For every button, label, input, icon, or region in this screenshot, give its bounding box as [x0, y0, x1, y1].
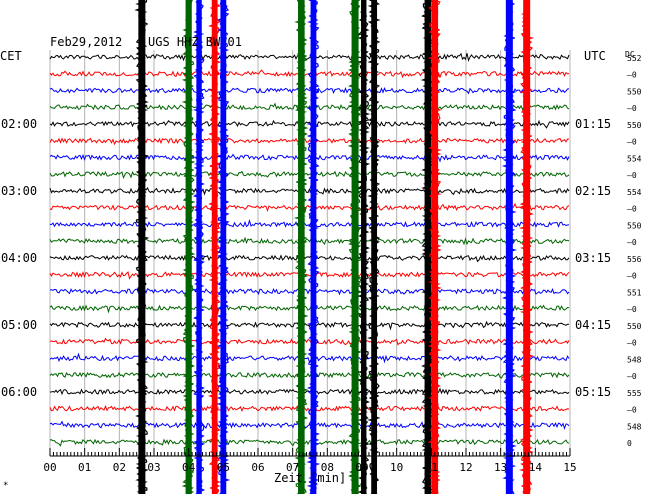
dc-offset-label: –0 [627, 71, 637, 80]
left-timezone-label: CET [0, 49, 22, 63]
dc-offset-label: –0 [627, 339, 637, 348]
dc-offset-label: 0 [627, 439, 632, 448]
x-tick-label: 02 [113, 461, 126, 474]
left-time-label: 06:00 [1, 385, 37, 399]
dc-offset-label: –0 [627, 104, 637, 113]
dc-offset-label: –0 [627, 272, 637, 281]
right-time-label: 02:15 [575, 184, 611, 198]
x-tick-label: 03 [147, 461, 160, 474]
dc-offset-label: –0 [627, 305, 637, 314]
x-tick-label: 14 [529, 461, 543, 474]
x-tick-label: 13 [494, 461, 507, 474]
x-tick-label: 01 [78, 461, 91, 474]
x-tick-label: 10 [390, 461, 403, 474]
left-time-label: 02:00 [1, 117, 37, 131]
right-time-label: 05:15 [575, 385, 611, 399]
x-tick-label: 06 [251, 461, 264, 474]
corner-mark: * [3, 481, 8, 491]
dc-offset-label: 554 [627, 188, 642, 197]
x-tick-label: 12 [459, 461, 472, 474]
dc-offset-label: –0 [627, 205, 637, 214]
dc-offset-label: –0 [627, 238, 637, 247]
header-date: Feb29,2012 [50, 35, 122, 49]
right-time-label: 01:15 [575, 117, 611, 131]
dc-offset-label: –0 [627, 372, 637, 381]
x-tick-label: 05 [217, 461, 230, 474]
left-time-label: 03:00 [1, 184, 37, 198]
dc-offset-label: 550 [627, 221, 642, 230]
dc-offset-label: 555 [627, 389, 642, 398]
dc-offset-label: 550 [627, 121, 642, 130]
dc-offset-label: –0 [627, 138, 637, 147]
x-tick-label: 09 [355, 461, 368, 474]
x-tick-label: 11 [425, 461, 438, 474]
dc-offset-label: 554 [627, 154, 642, 163]
dc-offset-label: 551 [627, 288, 642, 297]
header-station: UGS HHZ BW 01 [148, 35, 242, 49]
x-tick-label: 15 [563, 461, 576, 474]
dc-offset-label: 556 [627, 255, 642, 264]
dc-offset-label: 550 [627, 87, 642, 96]
x-tick-label: 04 [182, 461, 196, 474]
right-timezone-label: UTC [584, 49, 606, 63]
dc-offset-label: 550 [627, 322, 642, 331]
left-time-label: 04:00 [1, 251, 37, 265]
dc-offset-label: –0 [627, 406, 637, 415]
dc-offset-label: –0 [627, 171, 637, 180]
x-tick-label: 00 [43, 461, 56, 474]
dc-offset-label: 552 [627, 54, 642, 63]
left-time-label: 05:00 [1, 318, 37, 332]
dc-offset-label: 548 [627, 422, 642, 431]
dc-offset-label: 548 [627, 355, 642, 364]
x-axis-label: Zeit [min] [274, 471, 346, 485]
right-time-label: 03:15 [575, 251, 611, 265]
right-time-label: 04:15 [575, 318, 611, 332]
